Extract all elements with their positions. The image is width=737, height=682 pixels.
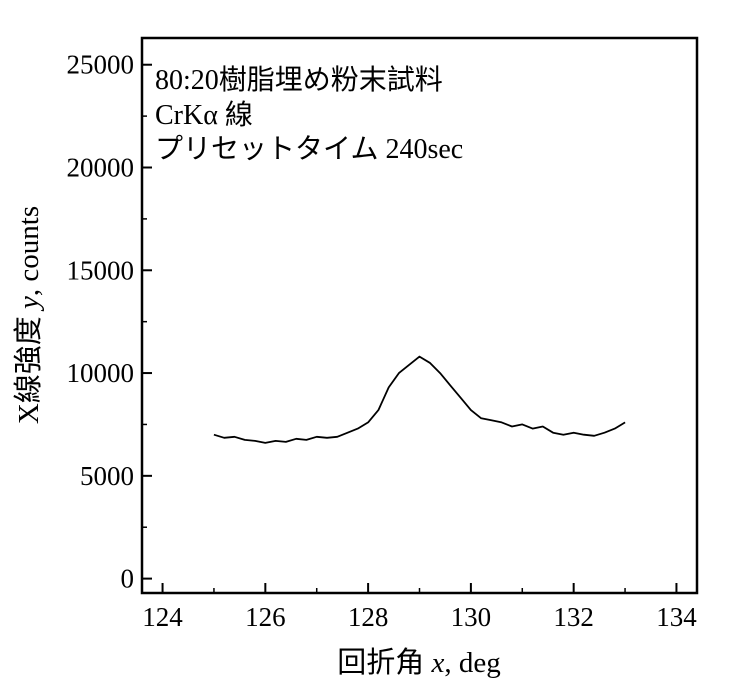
y-tick-label: 15000 [67, 255, 135, 285]
y-tick-label: 10000 [67, 358, 135, 388]
annotation-line-3: プリセットタイム 240sec [155, 134, 463, 165]
x-tick-label: 130 [451, 602, 492, 632]
y-tick-label: 25000 [67, 50, 135, 80]
series-layer [213, 355, 626, 444]
y-tick-label: 20000 [67, 153, 135, 183]
x-tick-label: 124 [142, 602, 183, 632]
x-tick-label: 128 [348, 602, 389, 632]
x-axis-label-main: 回折角 [337, 646, 431, 679]
x-axis-label: 回折角 x, deg [337, 646, 501, 679]
y-axis-label: X線強度 y, counts [12, 206, 45, 424]
y-axis-label-unit: , counts [13, 206, 45, 296]
y-axis-ticks: 0 5000 10000 15000 20000 25000 [67, 50, 152, 594]
x-axis-ticks: 124 126 128 130 132 134 [142, 583, 697, 632]
annotation-line-2: CrKα 線 [155, 99, 253, 131]
x-tick-label: 126 [245, 602, 286, 632]
x-tick-label: 134 [656, 602, 697, 632]
y-axis-label-main: X線強度 [12, 309, 45, 424]
y-tick-label: 0 [121, 564, 135, 594]
x-axis-label-unit: , deg [444, 647, 500, 679]
y-axis-label-var: y [13, 296, 45, 312]
y-tick-label: 5000 [80, 461, 134, 491]
x-tick-label: 132 [553, 602, 594, 632]
annotation-line-1: 80:20樹脂埋め粉末試料 [155, 64, 443, 96]
x-axis-label-var: x [431, 647, 445, 679]
series-line-0 [213, 355, 626, 444]
